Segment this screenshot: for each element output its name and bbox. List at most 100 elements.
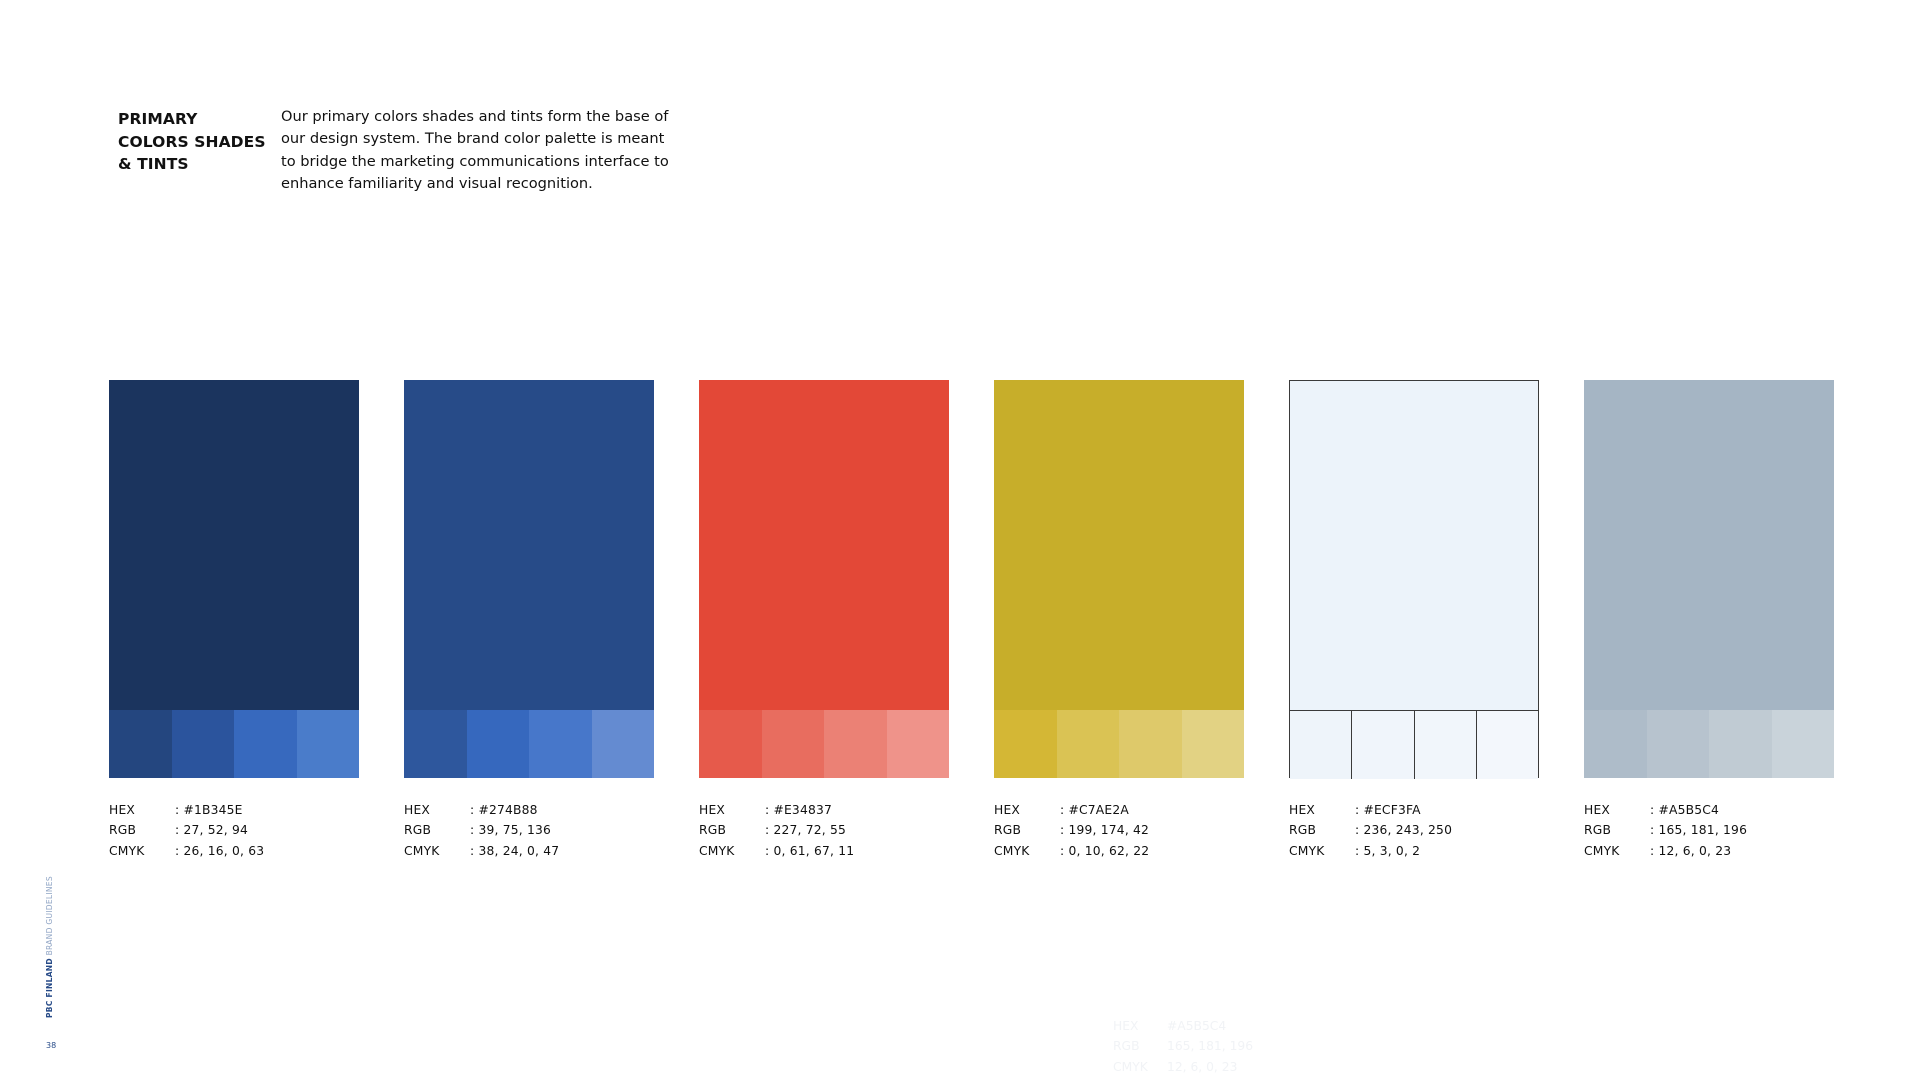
- swatch-tint: [1475, 711, 1538, 779]
- cmyk-value: 5, 3, 0, 2: [1355, 841, 1420, 861]
- hex-label: HEX: [699, 803, 726, 817]
- cmyk-value: 0, 61, 67, 11: [765, 841, 854, 861]
- swatch-tint: [1119, 710, 1182, 778]
- rgb-label: RGB: [404, 823, 432, 838]
- swatch-tint: [1351, 711, 1414, 779]
- swatch-tint: [234, 710, 297, 778]
- rgb-label: RGB: [1289, 823, 1317, 838]
- swatch-tint: [824, 710, 887, 778]
- cmyk-value: 12, 6, 0, 23: [1650, 841, 1731, 861]
- hex-label: HEX: [109, 803, 136, 817]
- swatch-tint: [171, 710, 234, 778]
- sidebar-brand-label: PBC FINLAND BRAND GUIDELINES: [45, 876, 54, 1018]
- rgb-value: 27, 52, 94: [175, 820, 248, 840]
- hex-label: HEX: [994, 803, 1021, 817]
- section-heading-line: COLORS SHADES: [118, 132, 266, 151]
- swatch-tints: [1584, 710, 1834, 778]
- rgb-value: 165, 181, 196: [1167, 1039, 1254, 1054]
- hex-value: #C7AE2A: [1060, 800, 1129, 820]
- cmyk-label: CMYK: [994, 843, 1030, 858]
- hex-value: #274B88: [470, 800, 538, 820]
- color-swatch-gold: HEX #C7AE2A RGB 199, 174, 42 CMYK 0, 10, 62…: [994, 380, 1244, 861]
- swatch-tint: [1056, 710, 1119, 778]
- cmyk-value: 38, 24, 0, 47: [470, 841, 559, 861]
- hex-value: #1B345E: [175, 800, 243, 820]
- swatch-tint: [1181, 710, 1244, 778]
- hex-label: HEX: [404, 803, 431, 817]
- faint-color-codes: HEX #A5B5C4 RGB 165, 181, 196 CMYK 12, 6, 0…: [1113, 1016, 1253, 1077]
- rgb-value: 39, 75, 136: [470, 820, 551, 840]
- section-heading-line: & TINTS: [118, 155, 189, 173]
- swatch-tint: [994, 710, 1057, 778]
- color-swatch-blue: HEX #274B88 RGB 39, 75, 136 CMYK 38, 24, 0,…: [404, 380, 654, 861]
- swatch-main-color: [1584, 380, 1834, 710]
- rgb-value: 236, 243, 250: [1355, 820, 1452, 840]
- cmyk-label: CMYK: [404, 843, 440, 858]
- hex-label: HEX: [1289, 803, 1316, 817]
- color-swatch-grey-blue: HEX #A5B5C4 RGB 165, 181, 196 CMYK 12, 6, 0…: [1584, 380, 1834, 861]
- cmyk-label: CMYK: [109, 843, 145, 858]
- cmyk-label: CMYK: [699, 843, 735, 858]
- swatch-tint: [1413, 711, 1476, 779]
- rgb-label: RGB: [1584, 823, 1612, 838]
- rgb-value: 199, 174, 42: [1060, 820, 1149, 840]
- swatch-tint: [699, 710, 762, 778]
- cmyk-value: 0, 10, 62, 22: [1060, 841, 1149, 861]
- hex-value: #E34837: [765, 800, 832, 820]
- color-codes: HEX #1B345E RGB 27, 52, 94 CMYK 26, 16, 0, …: [109, 800, 359, 861]
- rgb-label: RGB: [699, 823, 727, 838]
- color-codes: HEX #C7AE2A RGB 199, 174, 42 CMYK 0, 10, 62…: [994, 800, 1244, 861]
- swatch-tint: [466, 710, 529, 778]
- color-codes: HEX #ECF3FA RGB 236, 243, 250 CMYK 5, 3, 0,…: [1289, 800, 1539, 861]
- swatch-tint: [1290, 711, 1352, 779]
- cmyk-label: CMYK: [1289, 843, 1325, 858]
- cmyk-value: 12, 6, 0, 23: [1167, 1059, 1238, 1074]
- page-number: 38: [46, 1041, 57, 1050]
- hex-label: HEX: [1584, 803, 1611, 817]
- swatch-tint: [1646, 710, 1709, 778]
- swatch-main-color: [404, 380, 654, 710]
- swatch-tint: [529, 710, 592, 778]
- swatch-tint: [109, 710, 172, 778]
- hex-value: #A5B5C4: [1167, 1019, 1227, 1033]
- hex-value: #ECF3FA: [1355, 800, 1421, 820]
- swatch-tint: [404, 710, 467, 778]
- swatch-tints: [404, 710, 654, 778]
- intro-paragraph: Our primary colors shades and tints form…: [281, 108, 669, 192]
- swatch-tint: [296, 710, 359, 778]
- hex-label: HEX: [1113, 1019, 1139, 1033]
- cmyk-label: CMYK: [1584, 843, 1620, 858]
- rgb-label: RGB: [994, 823, 1022, 838]
- swatch-tints: [994, 710, 1244, 778]
- rgb-value: 227, 72, 55: [765, 820, 846, 840]
- swatch-tints: [109, 710, 359, 778]
- swatch-tints: [699, 710, 949, 778]
- swatch-main-color: [699, 380, 949, 710]
- rgb-label: RGB: [109, 823, 137, 838]
- color-swatch-red: HEX #E34837 RGB 227, 72, 55 CMYK 0, 61, 67,…: [699, 380, 949, 861]
- section-heading-line: PRIMARY: [118, 110, 198, 128]
- color-swatch-ice-white: HEX #ECF3FA RGB 236, 243, 250 CMYK 5, 3, 0,…: [1289, 380, 1539, 861]
- swatch-tint: [886, 710, 949, 778]
- section-heading: PRIMARY COLORS SHADES & TINTS: [118, 108, 268, 176]
- color-codes: HEX #274B88 RGB 39, 75, 136 CMYK 38, 24, 0,…: [404, 800, 654, 861]
- swatch-tint: [1771, 710, 1834, 778]
- hex-value: #A5B5C4: [1650, 800, 1719, 820]
- cmyk-label: CMYK: [1113, 1059, 1148, 1074]
- rgb-value: 165, 181, 196: [1650, 820, 1747, 840]
- swatch-main-color: [1289, 380, 1539, 710]
- rgb-label: RGB: [1113, 1039, 1140, 1054]
- color-codes: HEX #A5B5C4 RGB 165, 181, 196 CMYK 12, 6, 0…: [1584, 800, 1834, 861]
- cmyk-value: 26, 16, 0, 63: [175, 841, 264, 861]
- swatch-tint: [761, 710, 824, 778]
- sidebar-brand: PBC FINLAND: [45, 958, 54, 1018]
- sidebar-subtitle: BRAND GUIDELINES: [45, 876, 54, 956]
- swatch-tint: [1709, 710, 1772, 778]
- swatch-tints: [1289, 710, 1539, 779]
- color-swatch-dark-navy: HEX #1B345E RGB 27, 52, 94 CMYK 26, 16, 0, …: [109, 380, 359, 861]
- color-codes: HEX #E34837 RGB 227, 72, 55 CMYK 0, 61, 67,…: [699, 800, 949, 861]
- swatch-tint: [591, 710, 654, 778]
- swatch-main-color: [109, 380, 359, 710]
- swatch-tint: [1584, 710, 1647, 778]
- swatch-main-color: [994, 380, 1244, 710]
